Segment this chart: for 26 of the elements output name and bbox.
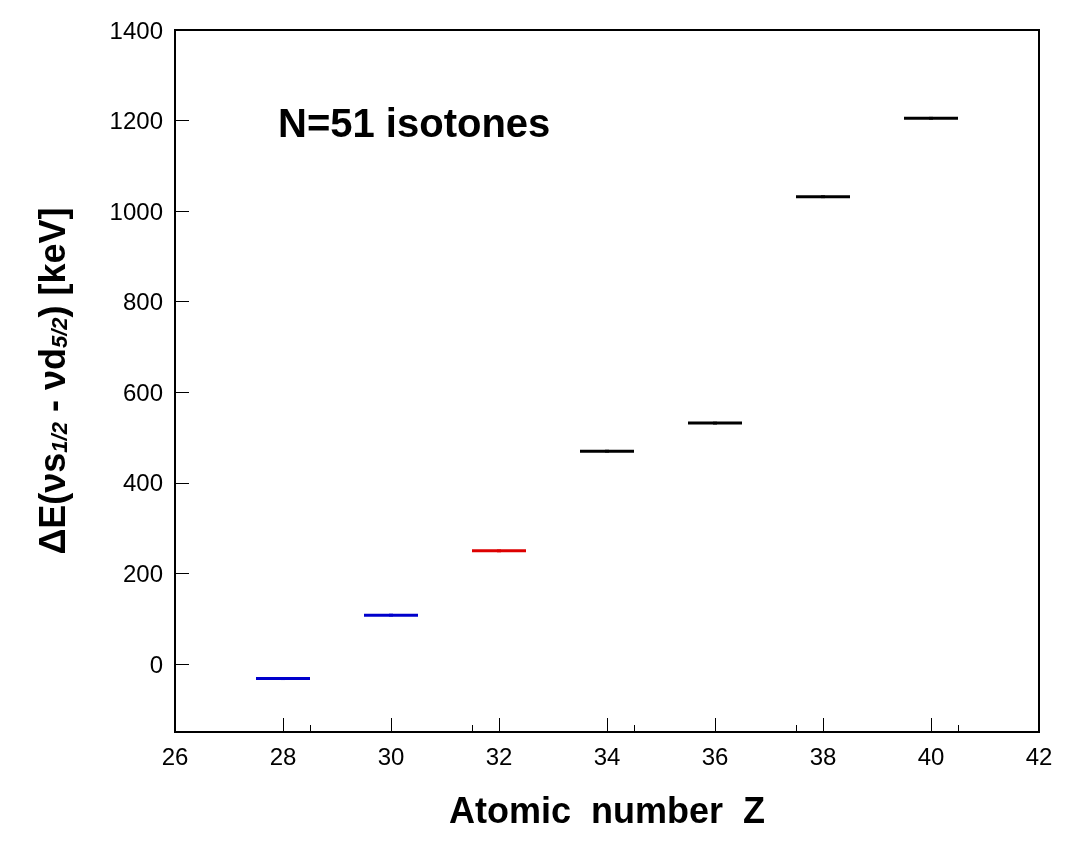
x-tick-label: 36 bbox=[701, 742, 729, 770]
x-tick-label: 30 bbox=[377, 742, 405, 770]
x-tick-label: 32 bbox=[485, 742, 513, 770]
x-tick-label: 26 bbox=[161, 742, 189, 770]
x-axis-title: Atomic number Z bbox=[448, 789, 766, 831]
point bbox=[713, 421, 717, 425]
point bbox=[605, 449, 609, 453]
x-tick-label: 38 bbox=[809, 742, 837, 770]
y-tick-label: 1200 bbox=[109, 107, 163, 135]
annotation: N=51 isotones bbox=[278, 101, 551, 145]
x-tick-label: 40 bbox=[917, 742, 945, 770]
y-tick-label: 0 bbox=[149, 650, 163, 678]
point bbox=[497, 549, 501, 553]
y-tick-label: 1400 bbox=[109, 16, 163, 44]
y-axis-title: ΔE(νs1/2 - νd5/2) [keV] bbox=[31, 207, 73, 555]
y-tick-label: 1000 bbox=[109, 197, 163, 225]
x-tick-label: 28 bbox=[269, 742, 297, 770]
y-tick-label: 600 bbox=[122, 378, 163, 406]
point bbox=[929, 116, 933, 120]
x-tick-label: 42 bbox=[1025, 742, 1053, 770]
point bbox=[389, 613, 393, 617]
point bbox=[821, 195, 825, 199]
y-tick-label: 800 bbox=[122, 288, 163, 316]
y-tick-label: 200 bbox=[122, 559, 163, 587]
y-tick-label: 400 bbox=[122, 469, 163, 497]
x-tick-label: 34 bbox=[593, 742, 621, 770]
